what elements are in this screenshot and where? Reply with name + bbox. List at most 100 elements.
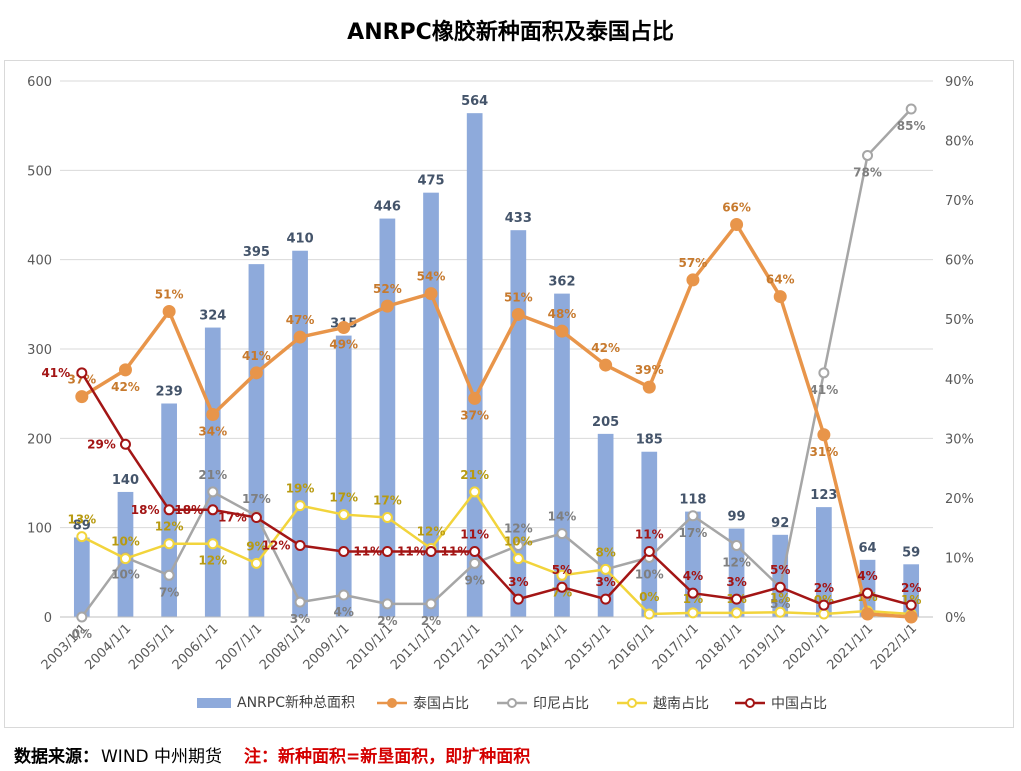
series-point xyxy=(338,589,350,601)
series-point xyxy=(555,324,569,338)
series-point xyxy=(207,538,219,550)
series-data-label: 4% xyxy=(334,605,354,619)
series-point xyxy=(294,500,306,512)
y-right-tick-label: 30% xyxy=(945,432,974,447)
y-right-tick-label: 20% xyxy=(945,492,974,507)
series-data-label: 14% xyxy=(548,510,577,524)
series-point xyxy=(294,596,306,608)
series-point xyxy=(338,509,350,521)
series-data-label: 51% xyxy=(504,290,533,304)
chart-canvas: 0 100 200 300 400 500 600 0% 10% 20% 30% 40% 50% 60% 7… xyxy=(27,75,974,712)
series-data-label: 12% xyxy=(504,522,533,536)
series-data-label: 42% xyxy=(111,380,140,394)
series-data-label: 18% xyxy=(174,503,203,517)
series-point xyxy=(687,510,699,522)
x-tick-label: 2015/1/1 xyxy=(563,621,615,673)
bar-data-label: 123 xyxy=(810,488,837,503)
y-right-tick-label: 90% xyxy=(945,75,974,90)
y-right-tick-label: 80% xyxy=(945,135,974,150)
series-point xyxy=(163,569,175,581)
series-data-label: 29% xyxy=(87,437,116,451)
legend-label: 泰国占比 xyxy=(413,696,469,712)
series-data-label: 3% xyxy=(726,575,746,589)
x-tick-label: 2011/1/1 xyxy=(388,621,440,673)
bar-data-label: 362 xyxy=(548,275,575,290)
y-right-tick-label: 0% xyxy=(945,611,966,626)
bar xyxy=(248,264,265,617)
y-left-tick-label: 100 xyxy=(27,522,52,537)
series-point xyxy=(862,587,874,599)
series-data-label: 52% xyxy=(373,282,402,296)
bar xyxy=(641,451,658,617)
series-point xyxy=(511,307,525,321)
bar-data-label: 89 xyxy=(73,518,91,533)
series-point xyxy=(207,486,219,498)
series-data-label: 2% xyxy=(901,581,921,595)
series-data-label: 31% xyxy=(810,445,839,459)
series-point xyxy=(512,540,524,552)
series-point xyxy=(773,290,787,304)
series-data-label: 64% xyxy=(766,273,795,287)
y-left-tick-label: 200 xyxy=(27,432,52,447)
series-point xyxy=(75,390,89,404)
series-point xyxy=(730,218,744,232)
series-data-label: 17% xyxy=(329,491,358,505)
series-data-label: 5% xyxy=(770,563,790,577)
series-data-label: 21% xyxy=(460,468,489,482)
series-data-label: 66% xyxy=(722,201,751,215)
series-data-label: 78% xyxy=(853,165,882,179)
series-point xyxy=(381,512,393,524)
series-line xyxy=(80,372,912,607)
series-line xyxy=(81,490,912,616)
x-tick-label: 2020/1/1 xyxy=(781,621,833,673)
series-point xyxy=(119,438,131,450)
source-label: 数据来源： xyxy=(14,747,99,767)
bar-data-label: 140 xyxy=(112,473,139,488)
series-data-label: 11% xyxy=(353,544,382,558)
bar-data-label: 395 xyxy=(243,245,270,260)
series-data-label: 8% xyxy=(595,545,615,559)
series-data-label: 3% xyxy=(508,575,528,589)
series-point xyxy=(774,581,786,593)
legend-marker xyxy=(745,698,755,708)
y-right-tick-label: 60% xyxy=(945,254,974,269)
series-data-label: 3% xyxy=(290,612,310,626)
x-tick-label: 2008/1/1 xyxy=(257,621,309,673)
series-point xyxy=(818,599,830,611)
series-data-label: 17% xyxy=(373,494,402,508)
series-point xyxy=(380,299,394,313)
series-point xyxy=(119,553,131,565)
x-tick-label: 2013/1/1 xyxy=(475,621,527,673)
x-tick-label: 2016/1/1 xyxy=(606,621,658,673)
series-data-label: 51% xyxy=(155,287,184,301)
source-text: WIND 中州期货 xyxy=(101,747,223,767)
x-tick-label: 2014/1/1 xyxy=(519,621,571,673)
y-right-tick-label: 70% xyxy=(945,194,974,209)
series-data-label: 2% xyxy=(377,614,397,628)
series-data-label: 12% xyxy=(155,520,184,534)
series-data-label: 49% xyxy=(329,338,358,352)
x-tick-label: 2017/1/1 xyxy=(650,621,702,673)
series-data-label: 11% xyxy=(441,544,470,558)
bar xyxy=(292,250,308,617)
bar xyxy=(73,537,90,617)
series-point xyxy=(731,607,743,619)
series-point xyxy=(162,304,176,318)
series-data-label: 11% xyxy=(460,527,489,541)
bar-data-label: 99 xyxy=(728,510,746,525)
series-data-label: 2% xyxy=(814,581,834,595)
bar xyxy=(597,433,614,617)
bar xyxy=(772,534,789,617)
series-point xyxy=(556,528,568,540)
series-data-label: 48% xyxy=(548,307,577,321)
series-point xyxy=(905,103,917,115)
series-data-label: 4% xyxy=(857,569,877,583)
series-data-label: 1% xyxy=(770,591,790,605)
legend-marker xyxy=(507,698,517,708)
x-tick-label: 2012/1/1 xyxy=(432,621,484,673)
series-data-label: 42% xyxy=(591,341,620,355)
legend-label: ANRPC新种总面积 xyxy=(237,695,355,711)
series-point xyxy=(862,149,874,161)
series-point xyxy=(774,606,786,618)
series-point xyxy=(512,553,524,565)
